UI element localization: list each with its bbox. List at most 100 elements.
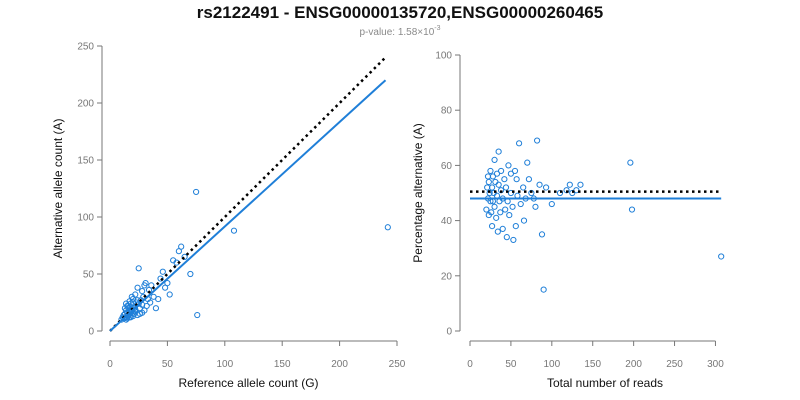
right-data-point xyxy=(512,223,519,230)
right-data-point xyxy=(538,231,546,238)
left-y-tick-label: 0 xyxy=(88,327,94,338)
right-data-point xyxy=(483,206,490,213)
p-value-label: p-value: 1.58×10-3 xyxy=(359,25,440,38)
right-data-point xyxy=(536,181,543,188)
right-data-point xyxy=(489,173,497,180)
right-x-tick-label: 250 xyxy=(666,359,683,370)
right-data-point xyxy=(492,178,499,186)
left-data-point xyxy=(155,295,162,303)
right-x-tick-label: 300 xyxy=(707,359,724,370)
right-data-point xyxy=(503,234,510,241)
right-data-point xyxy=(510,236,517,244)
left-data-point xyxy=(136,310,143,317)
left-x-tick-label: 50 xyxy=(162,359,174,370)
left-data-point xyxy=(193,188,200,196)
right-data-point xyxy=(495,181,502,188)
chart-title: rs2122491 - ENSG00000135720,ENSG00000260… xyxy=(197,3,603,22)
left-y-tick-label: 50 xyxy=(83,270,95,281)
right-y-axis-label: Percentage alternative (A) xyxy=(411,123,425,262)
right-y-tick-label: 100 xyxy=(435,51,452,62)
right-y-tick-label: 0 xyxy=(446,327,452,338)
left-data-point xyxy=(187,270,194,278)
right-data-point xyxy=(517,200,524,208)
right-data-point xyxy=(718,253,725,260)
left-y-tick-label: 250 xyxy=(77,42,94,53)
left-x-axis-label: Reference allele count (G) xyxy=(178,376,318,390)
left-y-axis-label: Alternative allele count (A) xyxy=(51,118,65,258)
right-data-point xyxy=(515,140,523,147)
right-data-point xyxy=(628,206,636,213)
left-fit-line xyxy=(109,79,387,332)
right-data-point xyxy=(507,189,515,197)
left-x-tick-label: 200 xyxy=(331,359,348,370)
right-data-point xyxy=(566,181,573,188)
right-data-point xyxy=(520,217,528,224)
right-x-tick-label: 50 xyxy=(505,359,517,370)
left-data-point xyxy=(152,305,160,312)
left-y-tick-label: 200 xyxy=(77,99,94,110)
right-x-axis-label: Total number of reads xyxy=(547,376,663,390)
left-data-point xyxy=(127,303,134,311)
right-panel: 0 50 100 150 200 250 300 0 20 40 60 80 100 Total numb… xyxy=(411,51,725,390)
right-data-point xyxy=(485,178,492,186)
right-data-point xyxy=(506,211,513,219)
left-x-tick-label: 100 xyxy=(216,359,233,370)
right-x-tick-label: 0 xyxy=(467,359,473,370)
left-data-point xyxy=(132,291,139,298)
left-data-point xyxy=(384,224,391,231)
left-data-point xyxy=(230,227,238,234)
right-data-point xyxy=(491,203,498,210)
right-data-point xyxy=(488,209,495,216)
right-data-point xyxy=(548,200,555,208)
right-data-point xyxy=(524,159,531,166)
left-data-point xyxy=(147,299,154,306)
right-data-point xyxy=(573,187,580,194)
left-data-point xyxy=(166,291,173,298)
left-data-point xyxy=(181,253,188,260)
left-y-tick-label: 150 xyxy=(77,156,94,167)
right-data-point xyxy=(513,176,520,183)
right-data-point xyxy=(487,167,494,175)
left-data-point xyxy=(135,265,142,272)
right-data-point xyxy=(502,206,509,213)
right-y-tick-label: 40 xyxy=(441,216,453,227)
left-data-point xyxy=(134,284,141,291)
right-y-tick-label: 20 xyxy=(441,271,453,282)
left-x-tick-label: 0 xyxy=(107,359,113,370)
right-y-tick-label: 80 xyxy=(441,106,453,117)
p-value-prefix: p-value: 1.58×10 xyxy=(359,27,434,38)
right-data-point xyxy=(509,203,516,210)
left-data-point xyxy=(157,275,164,282)
right-data-point xyxy=(507,170,515,177)
left-data-point xyxy=(148,282,155,289)
right-data-point xyxy=(540,286,547,293)
right-x-tick-label: 100 xyxy=(543,359,560,370)
right-data-point xyxy=(505,162,512,169)
right-data-point xyxy=(497,209,504,216)
right-x-tick-label: 200 xyxy=(625,359,642,370)
right-data-point xyxy=(532,203,539,210)
right-data-point xyxy=(525,176,533,183)
left-panel: 0 50 100 150 200 250 0 50 100 150 200 250 Reference … xyxy=(51,42,406,391)
right-data-point xyxy=(488,184,496,191)
right-data-point xyxy=(501,176,508,183)
left-data-point xyxy=(178,243,185,250)
left-data-point xyxy=(139,288,146,295)
left-data-point xyxy=(159,268,166,275)
left-y-tick-label: 100 xyxy=(77,213,94,224)
right-data-point xyxy=(627,159,634,166)
left-x-tick-label: 150 xyxy=(274,359,291,370)
right-data-point xyxy=(495,148,502,155)
right-data-point xyxy=(488,223,496,230)
left-data-point xyxy=(141,282,148,289)
right-data-point xyxy=(542,184,550,191)
left-data-point xyxy=(164,280,171,287)
p-value-exponent: -3 xyxy=(434,25,440,32)
left-x-tick-label: 250 xyxy=(389,359,406,370)
right-x-tick-label: 150 xyxy=(584,359,601,370)
right-data-point xyxy=(491,156,498,163)
right-data-point xyxy=(511,167,519,175)
right-data-point xyxy=(533,137,541,144)
